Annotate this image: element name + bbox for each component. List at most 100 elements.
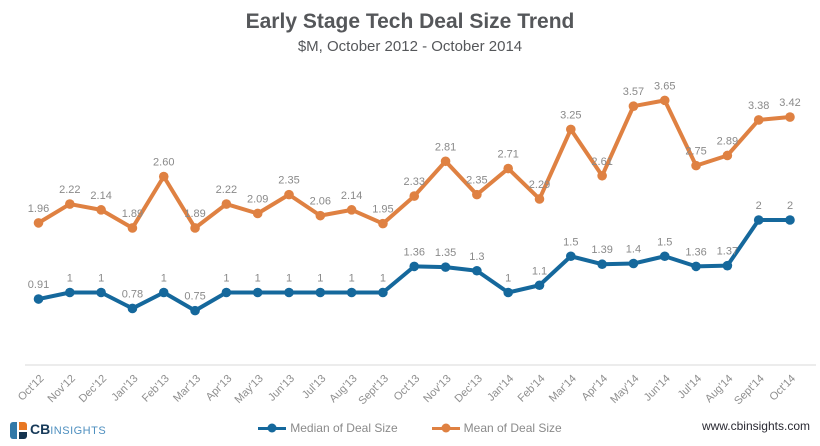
mean-data-label: 2.14 xyxy=(90,190,111,202)
median-data-label: 1.4 xyxy=(626,244,641,256)
mean-data-label: 2.09 xyxy=(247,193,268,205)
x-axis-label: May'13 xyxy=(232,373,265,406)
median-data-label: 1 xyxy=(380,273,386,285)
legend-label-median: Median of Deal Size xyxy=(290,421,398,435)
median-data-label: 1.39 xyxy=(591,244,612,256)
median-data-label: 1.37 xyxy=(717,246,738,258)
median-data-point xyxy=(127,303,138,314)
median-data-point xyxy=(472,265,482,276)
x-axis-label: Jan'14 xyxy=(485,373,516,404)
x-axis-label: Sept'13 xyxy=(356,373,391,408)
mean-data-label: 3.25 xyxy=(560,109,581,121)
x-axis-label: Dec'13 xyxy=(453,373,485,405)
mean-data-point xyxy=(722,150,733,161)
mean-data-label: 2.14 xyxy=(341,190,362,202)
median-data-point xyxy=(252,287,263,298)
mean-data-point xyxy=(65,199,75,209)
x-axis-label: Apr'14 xyxy=(580,373,611,404)
legend-item-mean: Mean of Deal Size xyxy=(431,421,562,435)
median-data-point xyxy=(96,287,106,298)
mean-data-point xyxy=(503,163,513,174)
median-data-point xyxy=(346,287,357,298)
median-data-label: 1 xyxy=(505,273,511,285)
median-data-label: 1 xyxy=(286,273,292,285)
mean-data-label: 2.71 xyxy=(497,149,518,161)
mean-data-point xyxy=(628,101,639,111)
x-axis-label: Jul'14 xyxy=(676,373,705,402)
x-axis-label: Oct'12 xyxy=(16,373,47,404)
mean-data-label: 1.89 xyxy=(184,208,205,220)
median-data-label: 1 xyxy=(223,273,229,285)
mean-legend-marker xyxy=(431,423,460,433)
mean-data-label: 2.22 xyxy=(59,184,80,196)
x-axis-label: Feb'14 xyxy=(516,373,548,405)
mean-data-point xyxy=(346,205,357,215)
x-axis-label: Oct'14 xyxy=(767,373,798,404)
median-data-point xyxy=(158,287,169,298)
median-data-label: 1 xyxy=(161,273,167,285)
mean-data-point xyxy=(472,189,482,200)
mean-data-point xyxy=(566,124,576,135)
mean-data-point xyxy=(190,223,200,233)
median-data-point xyxy=(628,258,639,269)
chart-legend: Median of Deal Size Mean of Deal Size xyxy=(0,421,820,435)
x-axis-label: Feb'13 xyxy=(140,373,172,405)
mean-data-point xyxy=(158,171,169,182)
median-data-label: 1 xyxy=(67,273,73,285)
mean-data-label: 1.89 xyxy=(122,208,143,220)
mean-data-label: 2.29 xyxy=(529,179,550,191)
x-axis-label: Aug'14 xyxy=(703,373,735,405)
mean-data-point xyxy=(691,160,701,171)
legend-label-mean: Mean of Deal Size xyxy=(463,421,562,435)
x-axis-label: May'14 xyxy=(608,373,641,406)
mean-data-label: 3.65 xyxy=(654,80,675,92)
x-axis-label: Nov'12 xyxy=(45,373,77,405)
mean-line xyxy=(36,98,792,230)
mean-data-label: 2.33 xyxy=(404,176,425,188)
mean-data-label: 1.96 xyxy=(28,203,49,215)
mean-data-label: 2.22 xyxy=(216,184,237,196)
x-axis-label: Jul'13 xyxy=(300,373,329,402)
median-data-point xyxy=(534,280,545,291)
mean-data-point xyxy=(785,112,795,122)
median-data-point xyxy=(378,287,388,298)
median-data-point xyxy=(785,215,795,225)
median-data-point xyxy=(33,294,44,304)
median-data-point xyxy=(659,251,670,262)
mean-data-label: 2.61 xyxy=(591,156,612,168)
median-data-label: 1.1 xyxy=(532,265,547,277)
logo-text-cb: CB xyxy=(30,421,51,437)
mean-data-point xyxy=(33,218,44,228)
mean-data-point xyxy=(221,199,232,209)
mean-data-label: 2.60 xyxy=(153,157,174,169)
mean-data-label: 2.35 xyxy=(278,175,299,187)
x-axis-label: Mar'13 xyxy=(171,373,203,405)
median-data-label: 1.5 xyxy=(563,236,578,248)
median-data-point xyxy=(409,261,420,272)
median-data-label: 1.3 xyxy=(469,251,484,263)
mean-data-point xyxy=(284,189,294,200)
mean-data-point xyxy=(252,208,263,219)
mean-data-label: 1.95 xyxy=(372,204,393,216)
median-data-point xyxy=(503,287,513,298)
x-axis-label: Mar'14 xyxy=(547,373,579,405)
median-data-point xyxy=(65,287,75,298)
x-axis-label: Jun'13 xyxy=(266,373,297,404)
median-data-label: 1.35 xyxy=(435,247,456,259)
median-data-label: 1.36 xyxy=(404,246,425,258)
median-data-point xyxy=(691,261,701,272)
chart-title: Early Stage Tech Deal Size Trend xyxy=(245,10,575,33)
median-data-label: 0.75 xyxy=(184,291,205,303)
median-legend-marker xyxy=(258,423,287,433)
median-data-point xyxy=(440,262,451,272)
median-data-label: 2 xyxy=(787,200,793,212)
x-axis-label: Dec'12 xyxy=(77,373,109,405)
chart-subtitle: $M, October 2012 - October 2014 xyxy=(297,38,523,55)
mean-data-point xyxy=(315,210,326,221)
median-data-point xyxy=(597,259,607,270)
website-url: www.cbinsights.com xyxy=(701,419,810,433)
mean-data-label: 2.81 xyxy=(435,141,456,153)
median-data-label: 1 xyxy=(317,273,323,285)
mean-data-point xyxy=(378,218,388,229)
